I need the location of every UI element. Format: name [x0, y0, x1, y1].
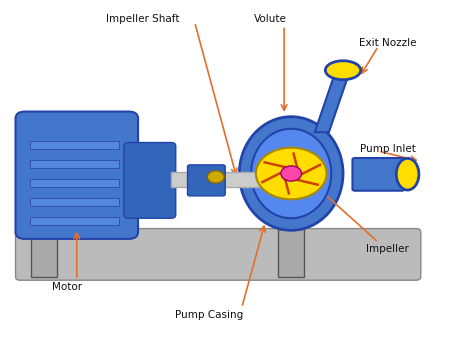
Text: Pump Inlet: Pump Inlet — [360, 144, 416, 154]
Bar — [30, 179, 119, 187]
Circle shape — [281, 166, 301, 181]
Ellipse shape — [239, 117, 343, 230]
Text: Exit Nozzle: Exit Nozzle — [359, 38, 417, 48]
Text: Pump Casing: Pump Casing — [174, 310, 243, 320]
Text: Volute: Volute — [254, 14, 286, 24]
FancyBboxPatch shape — [124, 143, 176, 218]
FancyBboxPatch shape — [16, 111, 138, 239]
Text: Impeller Shaft: Impeller Shaft — [106, 14, 180, 24]
Polygon shape — [315, 70, 350, 132]
Ellipse shape — [251, 129, 331, 218]
Bar — [278, 229, 304, 277]
Bar — [30, 217, 119, 225]
Bar — [30, 160, 119, 168]
Ellipse shape — [325, 61, 361, 80]
Bar — [30, 197, 119, 206]
FancyBboxPatch shape — [16, 229, 421, 280]
Bar — [31, 229, 57, 277]
FancyBboxPatch shape — [353, 158, 404, 191]
Bar — [171, 172, 275, 187]
Ellipse shape — [396, 158, 419, 190]
Circle shape — [207, 171, 224, 183]
Bar — [30, 141, 119, 150]
Text: Motor: Motor — [52, 282, 82, 292]
Circle shape — [256, 148, 327, 199]
FancyBboxPatch shape — [188, 165, 225, 196]
Text: Impeller: Impeller — [366, 244, 409, 254]
